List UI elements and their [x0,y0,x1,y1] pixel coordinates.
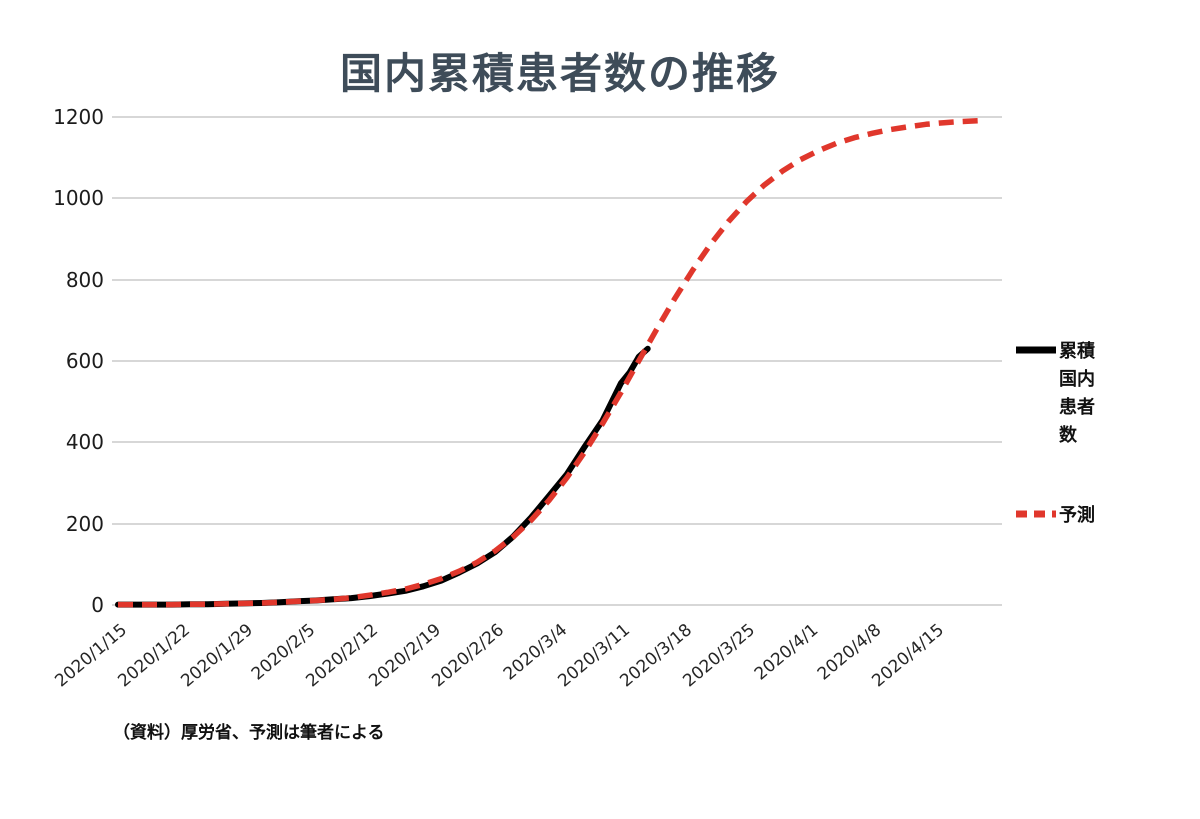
y-tick-label: 200 [65,511,104,536]
legend-item: 予測 [1016,502,1104,530]
legend: 累積国内患者数 予測 [1016,338,1104,530]
source-note: （資料）厚労省、予測は筆者による [113,723,385,743]
legend-item: 累積国内患者数 [1016,338,1104,450]
gridline [112,441,1002,444]
solid-line-icon [1016,346,1056,354]
series-line-forecast [118,117,981,608]
y-tick-label: 600 [65,349,104,373]
gridline [112,604,1002,606]
gridline [112,116,1002,118]
y-tick-label: 800 [65,267,104,292]
dashed-line-icon [1016,510,1056,518]
gridline [112,278,1002,281]
chart-title: 国内累積患者数の推移 [339,49,780,98]
y-tick-label: 0 [91,593,104,617]
y-tick-label: 400 [65,430,104,455]
gridline [112,522,1002,525]
legend-label: 予測 [1059,505,1095,526]
gridline [112,197,1002,200]
gridline [112,360,1002,362]
legend-label: 累積国内患者数 [1059,341,1095,446]
series-line-actual [115,345,651,608]
y-tick-label: 1200 [53,105,104,129]
y-tick-label: 1000 [53,186,104,211]
